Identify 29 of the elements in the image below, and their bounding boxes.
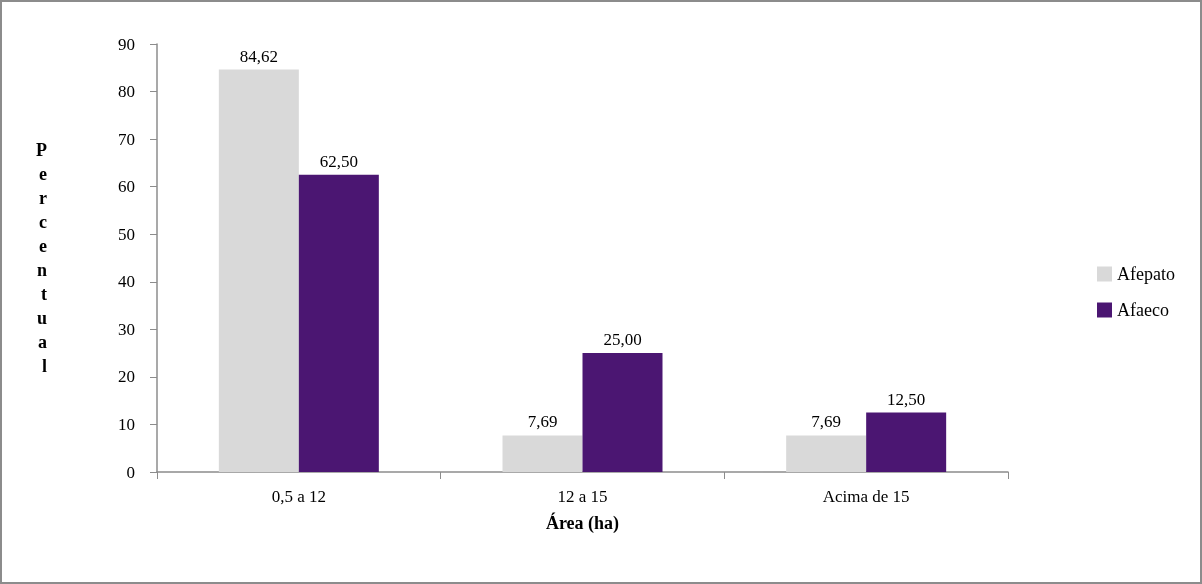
x-axis-title: Área (ha) — [545, 512, 620, 534]
bar — [298, 174, 379, 472]
data-label: 12,50 — [887, 389, 926, 409]
y-tick-label: 70 — [118, 129, 135, 149]
x-tick-label: Acima de 15 — [822, 487, 910, 506]
bar — [786, 435, 867, 472]
y-tick-label: 60 — [118, 177, 135, 197]
y-tick-label: 10 — [118, 414, 135, 434]
y-tick-label: 50 — [118, 224, 135, 244]
bar — [218, 69, 299, 472]
data-label: 7,69 — [811, 412, 842, 432]
bar — [582, 353, 663, 472]
y-tick-label: 0 — [126, 462, 135, 482]
y-tick-label: 90 — [118, 34, 135, 54]
y-tick-label: 40 — [118, 272, 135, 292]
legend-label: Afepato — [1117, 264, 1176, 284]
data-label: 84,62 — [239, 46, 278, 66]
x-tick-label: 0,5 a 12 — [271, 487, 326, 506]
data-label: 7,69 — [527, 412, 558, 432]
legend-label: Afaeco — [1117, 300, 1169, 320]
y-tick-label: 30 — [118, 319, 135, 339]
y-tick-label: 80 — [118, 82, 135, 102]
y-tick-label: 20 — [118, 367, 135, 387]
bar — [502, 435, 583, 472]
data-label: 25,00 — [603, 330, 642, 350]
text: Percentual — [36, 140, 47, 376]
data-label: 62,50 — [319, 151, 358, 171]
x-tick-label: 12 a 15 — [557, 487, 608, 506]
bar — [866, 412, 947, 472]
